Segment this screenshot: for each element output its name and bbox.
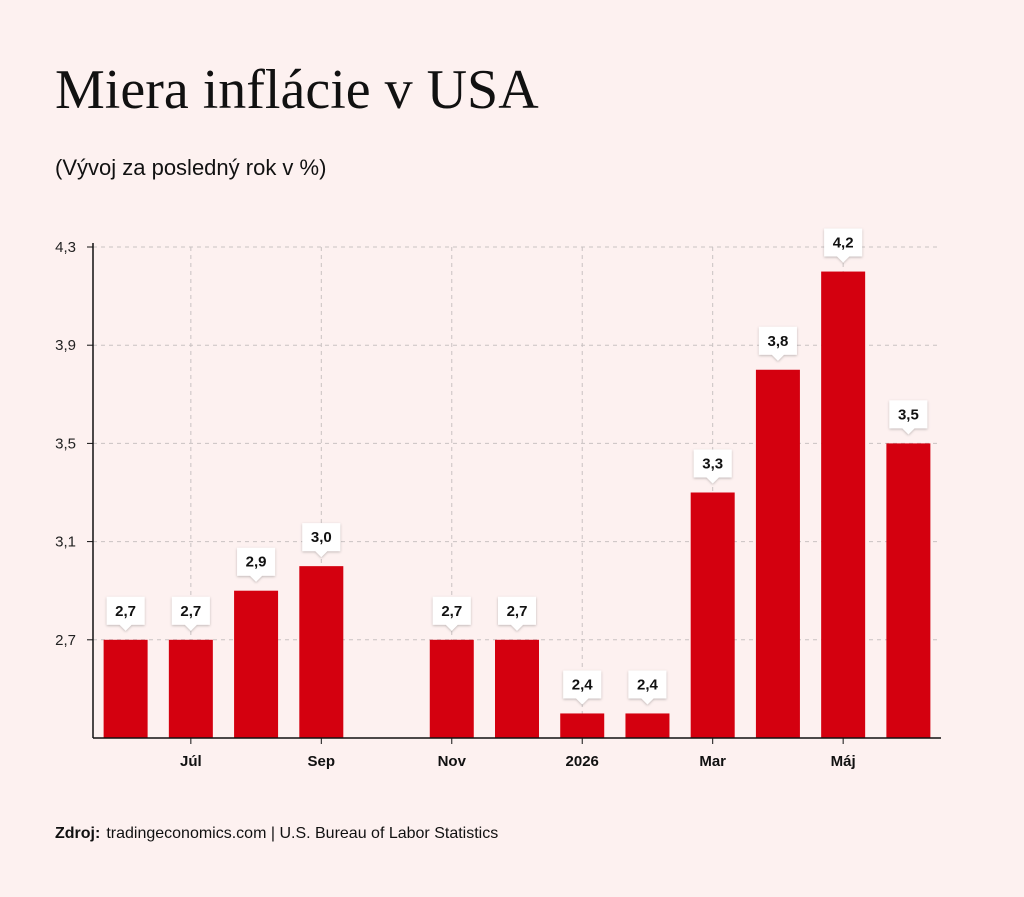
data-label: 3,8 (767, 333, 788, 350)
data-label-box (824, 228, 863, 263)
bar (560, 713, 605, 738)
data-label-bubble (171, 596, 210, 631)
data-label-box (498, 596, 536, 631)
data-label: 3,5 (898, 406, 919, 423)
y-tick-label: 2,7 (55, 632, 76, 649)
data-label-bubble (824, 228, 863, 263)
data-label-bubble (302, 523, 341, 558)
bar (103, 639, 148, 738)
axes: 2,7 3,1 3,5 3,9 4,3 Júl Sep Nov 2026 Mar Máj (55, 239, 941, 770)
data-label-bubble (628, 670, 667, 705)
bar (625, 713, 670, 738)
data-label-box (563, 670, 602, 705)
bars (103, 271, 931, 738)
data-label-bubble (889, 400, 928, 435)
bar (821, 271, 866, 738)
y-tick-label: 3,9 (55, 337, 76, 354)
data-label-box (628, 670, 667, 705)
bar (299, 566, 344, 738)
data-label-bubble (563, 670, 602, 705)
bar (495, 639, 539, 738)
bar (429, 639, 474, 738)
data-label-bubble (693, 449, 732, 484)
x-tick-label: Sep (308, 753, 336, 770)
bar (234, 590, 279, 738)
x-tick-label: Mar (699, 753, 726, 770)
data-label-bubble (237, 547, 276, 582)
bar (755, 369, 800, 738)
data-label-box (693, 449, 732, 484)
x-tick-label: Nov (438, 753, 467, 770)
data-label: 4,2 (833, 235, 854, 252)
data-label-bubble (758, 326, 797, 361)
data-label: 2,7 (115, 603, 136, 620)
data-label-box (889, 400, 928, 435)
data-label-box (432, 596, 471, 631)
data-label-bubble (498, 596, 536, 631)
bar (886, 443, 931, 738)
data-label: 2,4 (572, 676, 594, 693)
data-label: 3,3 (702, 456, 723, 473)
data-label: 2,7 (441, 603, 462, 620)
source-note: Zdroj: tradingeconomics.com | U.S. Bureau… (55, 825, 498, 843)
data-label: 2,4 (637, 676, 659, 693)
x-tick-label: Júl (180, 753, 202, 770)
chart-subtitle: (Vývoj za posledný rok v %) (55, 155, 327, 180)
data-labels: 2,7 2,7 2,9 3,0 2,7 2,7 2,4 2,4 3,3 3,8 4,2 3,5 (106, 228, 928, 705)
y-tick-label: 4,3 (55, 239, 76, 256)
data-label: 2,7 (180, 603, 201, 620)
bar (690, 492, 735, 738)
data-label-box (237, 547, 276, 582)
data-label-box (171, 596, 210, 631)
y-tick-label: 3,1 (55, 534, 76, 551)
data-label-box (758, 326, 797, 361)
source-text: tradingeconomics.com | U.S. Bureau of La… (106, 825, 499, 842)
bar (168, 639, 213, 738)
data-label-box (302, 523, 341, 558)
data-label-box (106, 596, 145, 631)
data-label: 2,7 (507, 603, 528, 620)
source-label: Zdroj: (55, 825, 101, 842)
data-label: 2,9 (246, 554, 267, 571)
data-label: 3,0 (311, 529, 332, 546)
x-tick-label: Máj (831, 753, 856, 770)
data-label-bubble (106, 596, 145, 631)
data-label-bubble (432, 596, 471, 631)
chart-title: Miera inflácie v USA (55, 59, 539, 121)
y-tick-label: 3,5 (55, 435, 76, 452)
x-tick-label: 2026 (566, 753, 599, 770)
